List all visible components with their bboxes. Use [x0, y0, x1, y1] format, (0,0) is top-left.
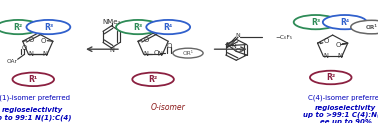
- Text: N: N: [28, 51, 33, 57]
- Text: N: N: [158, 51, 163, 57]
- Text: R²: R²: [149, 75, 158, 84]
- Text: •: •: [225, 43, 230, 52]
- Text: O: O: [323, 38, 328, 44]
- Text: up to >99:1 C(4):N(1): up to >99:1 C(4):N(1): [303, 111, 378, 118]
- Circle shape: [146, 20, 190, 34]
- Circle shape: [351, 20, 378, 34]
- Text: R³: R³: [311, 18, 320, 27]
- Text: R²: R²: [326, 73, 335, 82]
- Circle shape: [132, 73, 174, 86]
- Circle shape: [0, 20, 40, 34]
- Text: up to 99:1 N(1):C(4): up to 99:1 N(1):C(4): [0, 114, 72, 121]
- Text: N: N: [144, 51, 149, 57]
- Text: NMe₂: NMe₂: [102, 19, 121, 24]
- Text: regioselectivity: regioselectivity: [315, 105, 376, 111]
- Text: O: O: [144, 37, 149, 43]
- Circle shape: [310, 71, 352, 84]
- Circle shape: [294, 15, 338, 29]
- Circle shape: [173, 48, 203, 58]
- Text: O: O: [22, 45, 27, 51]
- Text: −C₆F₅: −C₆F₅: [276, 35, 293, 40]
- Text: O: O: [166, 43, 172, 49]
- Text: N: N: [42, 51, 47, 57]
- Text: N: N: [337, 53, 342, 59]
- Text: •: •: [225, 40, 230, 49]
- Text: N: N: [323, 53, 328, 59]
- Text: R³: R³: [44, 23, 53, 32]
- Circle shape: [116, 20, 160, 34]
- Text: O: O: [235, 48, 240, 53]
- Text: O: O: [153, 50, 158, 56]
- Text: C(4)-isomer preferred: C(4)-isomer preferred: [308, 95, 378, 101]
- Circle shape: [12, 73, 54, 86]
- Text: O-isomer: O-isomer: [151, 103, 186, 112]
- Circle shape: [26, 20, 70, 34]
- Text: R⁴: R⁴: [340, 18, 349, 27]
- Text: O: O: [28, 37, 34, 43]
- Text: R⁴: R⁴: [164, 23, 173, 32]
- Text: OR¹: OR¹: [183, 51, 194, 56]
- Text: OAr: OAr: [6, 59, 17, 64]
- Text: ee up to 90%: ee up to 90%: [320, 119, 372, 123]
- Text: N: N: [109, 47, 114, 53]
- Circle shape: [323, 15, 367, 29]
- Text: N: N: [235, 33, 240, 38]
- Text: R¹: R¹: [29, 75, 38, 84]
- Text: R²: R²: [14, 23, 23, 32]
- Text: O: O: [335, 42, 341, 48]
- Text: O: O: [41, 38, 46, 44]
- Text: N: N: [231, 44, 236, 49]
- Text: R³: R³: [133, 23, 143, 32]
- Text: OR¹: OR¹: [366, 25, 378, 30]
- Text: regioselectivity: regioselectivity: [2, 107, 63, 113]
- Text: N(1)-isomer preferred: N(1)-isomer preferred: [0, 95, 70, 101]
